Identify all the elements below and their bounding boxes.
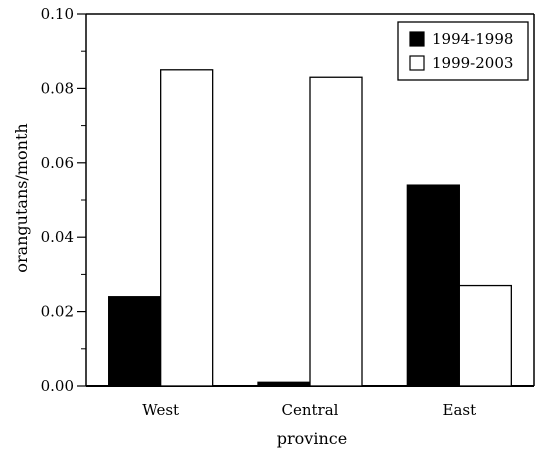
y-tick-label: 0.06 xyxy=(41,154,74,172)
legend: 1994-1998 1999-2003 xyxy=(397,21,529,81)
legend-label: 1999-2003 xyxy=(432,54,513,72)
bar-west-1999-2003 xyxy=(160,69,214,387)
y-tick-label: 0.00 xyxy=(41,377,74,395)
x-axis: West Central East xyxy=(142,401,476,419)
bar-east-1999-2003 xyxy=(458,284,512,387)
y-tick-label: 0.02 xyxy=(41,303,74,321)
legend-swatch xyxy=(409,55,425,71)
bar-central-1999-2003 xyxy=(309,76,363,387)
legend-swatch xyxy=(409,31,425,47)
x-tick-label: Central xyxy=(282,401,339,419)
y-tick-label: 0.10 xyxy=(41,5,74,23)
x-axis-title: province xyxy=(277,429,347,448)
x-tick-label: East xyxy=(443,401,477,419)
y-axis-title: orangutans/month xyxy=(12,123,31,272)
bar-east-1994-1998 xyxy=(406,184,460,387)
y-tick-label: 0.04 xyxy=(41,228,74,246)
bar-west-1994-1998 xyxy=(108,296,162,387)
x-tick-label: West xyxy=(142,401,179,419)
y-axis: 0.00 0.02 0.04 0.06 0.08 0.10 xyxy=(41,5,86,395)
legend-label: 1994-1998 xyxy=(432,30,513,48)
y-tick-label: 0.08 xyxy=(41,79,74,97)
bars xyxy=(108,69,512,387)
bar-central-1994-1998 xyxy=(257,381,311,387)
